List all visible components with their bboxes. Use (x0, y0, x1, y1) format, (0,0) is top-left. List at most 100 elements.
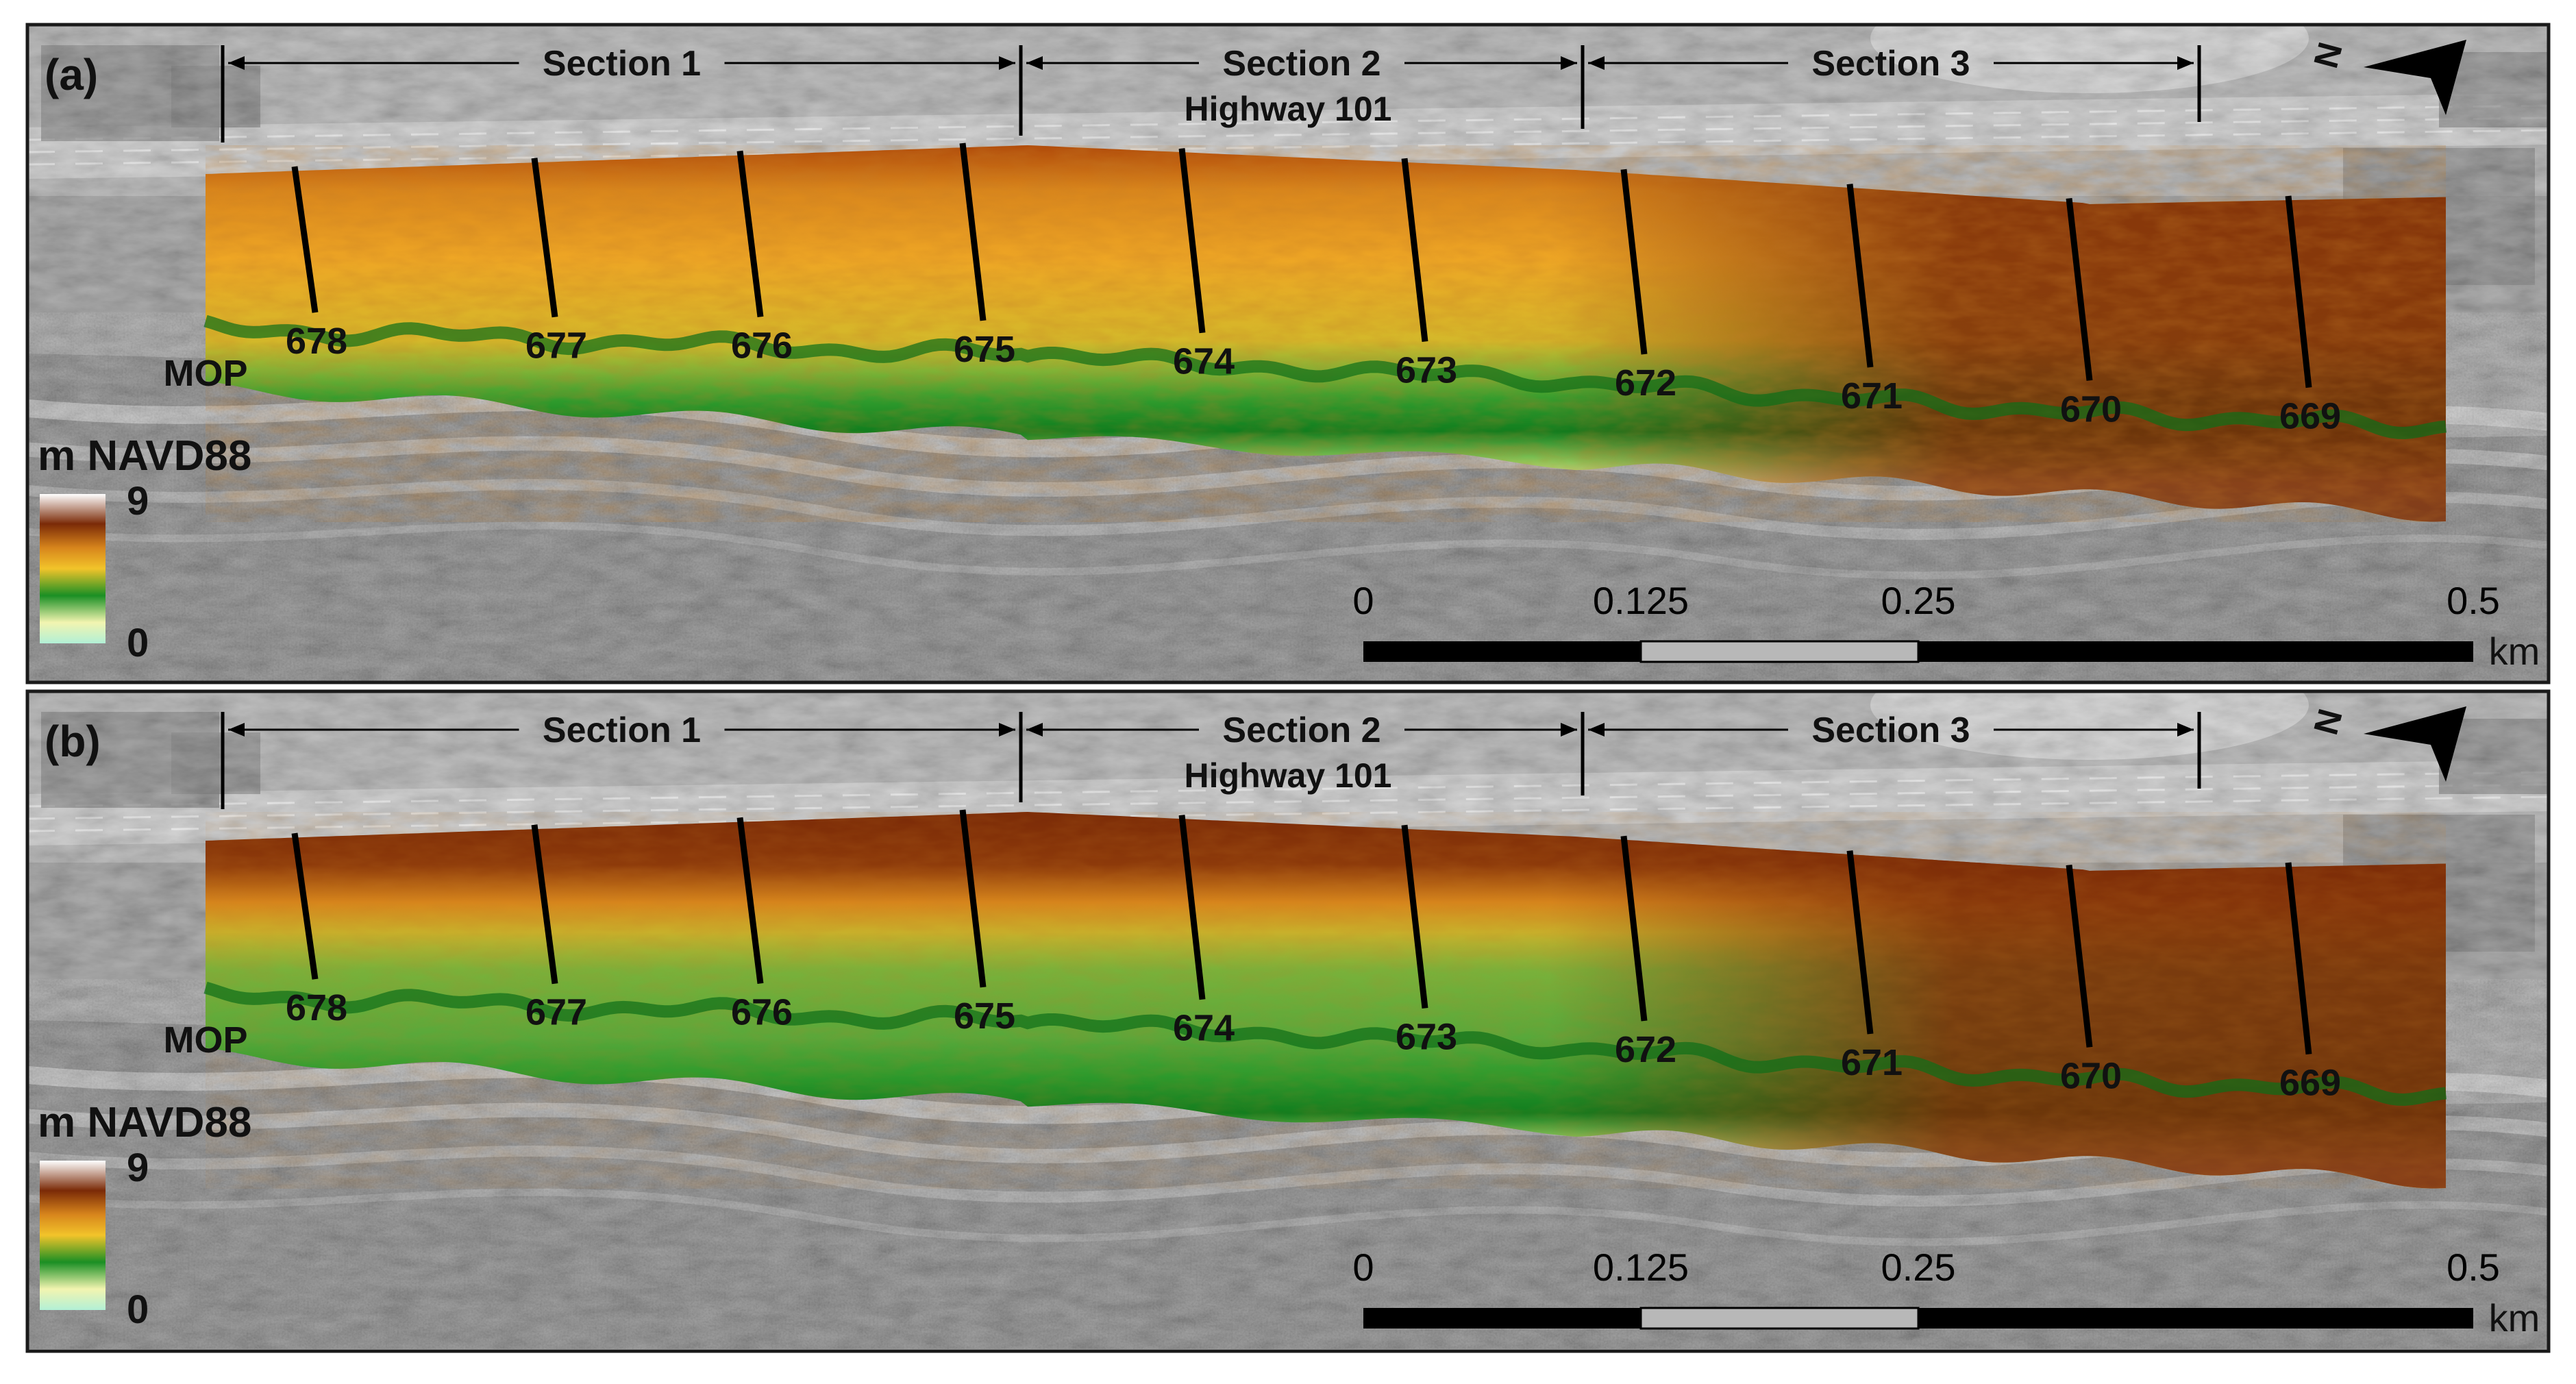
north-arrow-icon (2364, 706, 2466, 782)
mop-label-670: 670 (2060, 1055, 2122, 1096)
berm-contour (203, 981, 2447, 1107)
mop-transect-line (2285, 195, 2312, 388)
mop-transect-line (1846, 850, 1874, 1035)
mop-label-674: 674 (1173, 1008, 1235, 1049)
arrowhead-left-icon (1026, 723, 1043, 737)
mop-transect-line (1401, 824, 1428, 1009)
scale-tick-2: 0.25 (1881, 579, 1956, 622)
mop-transect-line (1620, 169, 1648, 355)
legend-min-label: 0 (127, 1287, 149, 1332)
arrowhead-right-icon (999, 723, 1015, 737)
map-panel-b: Section 1 Section 2 Section 3 (b) Highway 10… (25, 689, 2551, 1353)
mop-transect-line (291, 166, 319, 313)
scale-segment-light (1639, 1307, 1920, 1330)
mop-label-672: 672 (1615, 362, 1676, 404)
mop-label-669: 669 (2279, 1063, 2341, 1104)
mop-transect-line (1401, 158, 1428, 343)
section-label-1: Section 1 (543, 44, 701, 84)
legend-max-label: 9 (127, 1146, 149, 1190)
arrowhead-left-icon (228, 56, 245, 70)
scale-tick-2: 0.25 (1881, 1246, 1956, 1289)
scale-segment-light (1639, 640, 1920, 663)
mop-transect-line (1620, 835, 1648, 1022)
mop-transect-line (1178, 148, 1206, 334)
scale-tick-3: 0.5 (2447, 579, 2500, 622)
mop-transect-line (1846, 184, 1874, 368)
elevation-mottle (206, 812, 2446, 1189)
berm-contour (203, 314, 2447, 440)
section-label-3: Section 3 (1811, 44, 1970, 84)
scale-unit: km (2489, 630, 2540, 673)
mop-label-678: 678 (286, 987, 347, 1028)
scale-tick-0: 0 (1352, 579, 1374, 622)
scale-bar: 0 0.125 0.25 0.5 km (1352, 1246, 2540, 1339)
scale-unit: km (2489, 1296, 2540, 1339)
mop-transect-line (2285, 862, 2312, 1055)
mop-transects: 678 677 676 675 674 673 672 671 670 669 MOP (163, 143, 2341, 437)
panel-label: (b) (45, 717, 101, 766)
mop-transect-line (736, 150, 764, 317)
legend-min-label: 0 (127, 621, 149, 665)
mop-label-678: 678 (286, 321, 347, 362)
mop-transect-line (1178, 815, 1206, 1000)
arrowhead-right-icon (999, 56, 1015, 70)
road-label: Highway 101 (1185, 90, 1392, 128)
panel-frame (25, 689, 2551, 1353)
arrowhead-left-icon (228, 723, 245, 737)
section-brackets: Section 1 Section 2 Section 3 (221, 44, 2201, 143)
mop-transects: 678 677 676 675 674 673 672 671 670 669 MOP (163, 809, 2341, 1104)
scale-segment-dark (1918, 641, 2473, 662)
arrowhead-left-icon (1588, 56, 1605, 70)
mop-transect-line (959, 809, 987, 988)
scale-bar: 0 0.125 0.25 0.5 km (1352, 579, 2540, 673)
mop-label-675: 675 (954, 329, 1015, 370)
mop-transect-line (959, 143, 987, 321)
mop-label-673: 673 (1396, 350, 1457, 391)
mop-prefix: MOP (163, 1020, 247, 1061)
legend-title: m NAVD88 (38, 1099, 251, 1146)
arrowhead-right-icon (2177, 56, 2194, 70)
mop-label-674: 674 (1173, 341, 1235, 382)
mop-label-676: 676 (731, 325, 793, 366)
legend-max-label: 9 (127, 479, 149, 523)
legend-color-ramp (40, 1161, 106, 1310)
section-label-3: Section 3 (1811, 710, 1970, 750)
mop-transect-line (736, 817, 764, 984)
legend-color-ramp (40, 494, 106, 643)
mop-prefix: MOP (163, 353, 247, 394)
arrowhead-right-icon (2177, 723, 2194, 737)
legend-title: m NAVD88 (38, 432, 251, 480)
mop-label-671: 671 (1841, 1042, 1903, 1083)
mop-label-669: 669 (2279, 396, 2341, 437)
scale-tick-1: 0.125 (1593, 1246, 1689, 1289)
arrowhead-right-icon (1561, 56, 1577, 70)
arrowhead-left-icon (1588, 723, 1605, 737)
mop-transect-line (2066, 197, 2093, 381)
panel-frame (25, 23, 2551, 684)
road-label: Highway 101 (1185, 756, 1392, 795)
mop-label-670: 670 (2060, 388, 2122, 430)
scale-tick-1: 0.125 (1593, 579, 1689, 622)
mop-transect-line (291, 832, 319, 980)
mop-transect-line (531, 158, 558, 318)
mop-label-673: 673 (1396, 1017, 1457, 1058)
arrowhead-right-icon (1561, 723, 1577, 737)
mop-transect-line (2066, 864, 2093, 1048)
scale-segment-dark (1363, 641, 1641, 662)
mop-label-677: 677 (525, 325, 587, 367)
section-label-2: Section 2 (1222, 44, 1380, 84)
elevation-mottle (206, 145, 2446, 522)
mop-label-675: 675 (954, 996, 1015, 1037)
mop-transect-line (531, 824, 558, 985)
mop-label-672: 672 (1615, 1029, 1676, 1070)
section-label-2: Section 2 (1222, 710, 1380, 750)
panel-label: (a) (45, 50, 98, 99)
section-brackets: Section 1 Section 2 Section 3 (221, 710, 2201, 809)
section-label-1: Section 1 (543, 710, 701, 750)
map-panel-a: Section 1 Section 2 Section 3 (a) Highway 10… (25, 23, 2551, 684)
mop-label-671: 671 (1841, 375, 1903, 417)
scale-tick-3: 0.5 (2447, 1246, 2500, 1289)
